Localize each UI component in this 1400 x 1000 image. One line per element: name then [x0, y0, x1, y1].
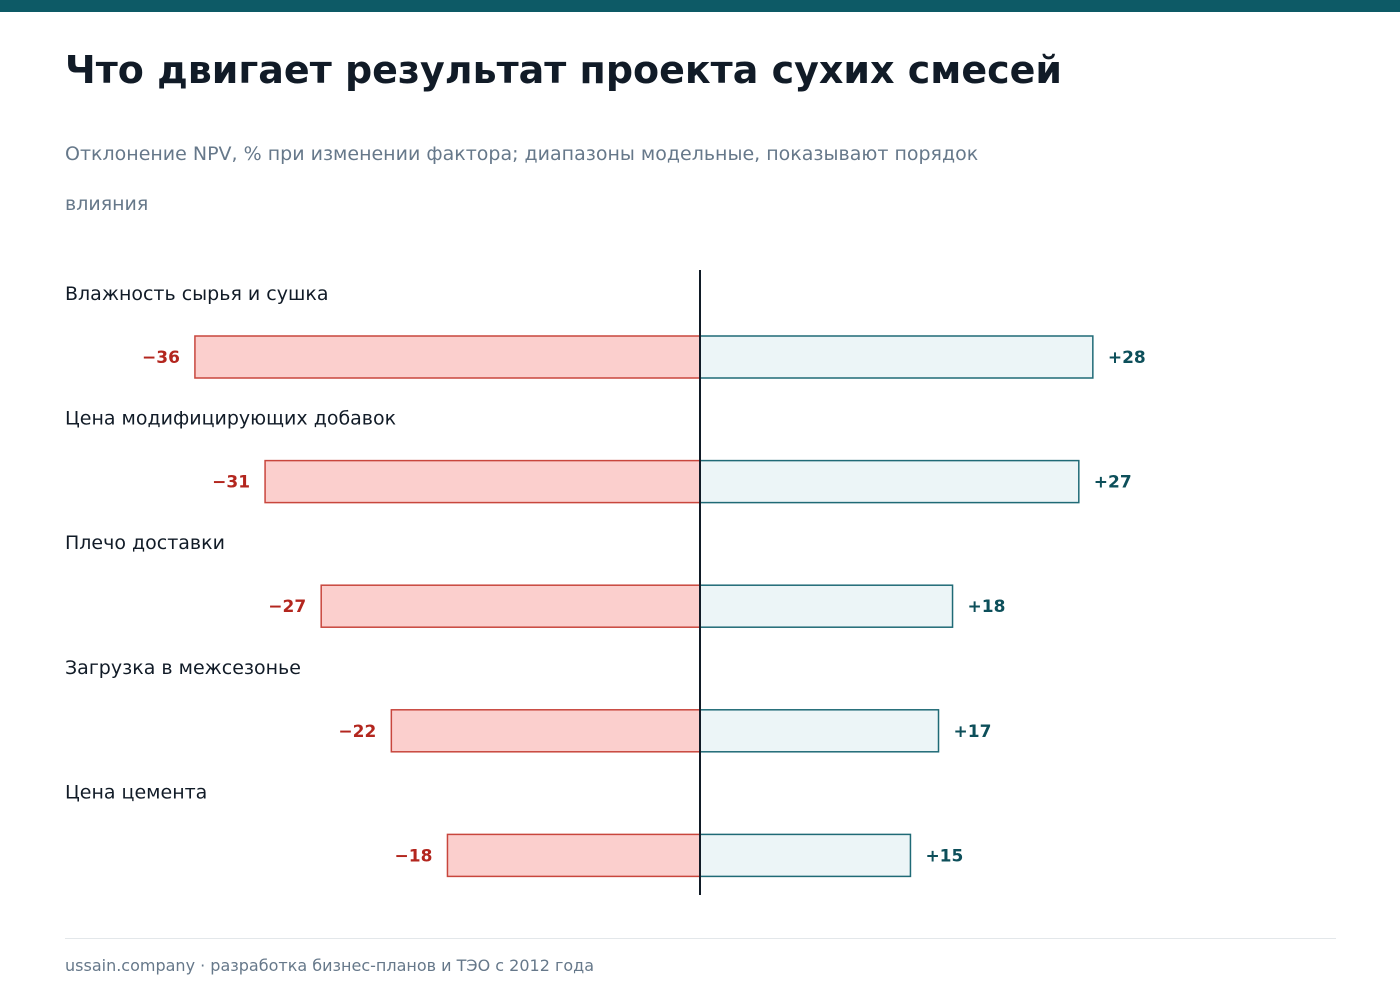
downside-value-label: −27	[268, 597, 306, 617]
upside-bar	[699, 833, 912, 878]
downside-bar	[320, 584, 701, 628]
footer-text: ussain.company · разработка бизнес-плано…	[65, 956, 595, 975]
upside-bar	[699, 709, 940, 753]
footer-divider	[65, 938, 1336, 939]
category-label: Плечо доставки	[65, 532, 225, 554]
upside-value-label: +28	[1108, 348, 1146, 368]
downside-value-label: −18	[395, 846, 433, 866]
downside-bar	[264, 459, 701, 504]
category-label: Влажность сырья и сушка	[65, 283, 329, 305]
upside-value-label: +27	[1094, 473, 1132, 493]
category-label: Цена модифицирующих добавок	[65, 408, 396, 430]
downside-value-label: −36	[142, 348, 180, 368]
top-accent-bar	[0, 0, 1400, 12]
upside-bar	[699, 335, 1094, 379]
upside-bar	[699, 459, 1080, 504]
upside-value-label: +15	[925, 846, 963, 866]
upside-value-label: +17	[954, 722, 992, 742]
downside-value-label: −31	[212, 473, 250, 493]
page-subtitle: Отклонение NPV, % при изменении фактора;…	[65, 143, 979, 215]
tornado-chart: Влажность сырья и сушка −36 +28 Цена модифи…	[65, 270, 1146, 895]
downside-bar	[446, 833, 701, 878]
upside-bar	[699, 584, 954, 628]
downside-value-label: −22	[338, 722, 376, 742]
upside-value-label: +18	[968, 597, 1006, 617]
category-label: Цена цемента	[65, 781, 207, 803]
page-title: Что двигает результат проекта сухих смес…	[65, 48, 1063, 92]
downside-bar	[194, 335, 701, 379]
downside-bar	[390, 709, 701, 753]
category-label: Загрузка в межсезонье	[65, 657, 301, 679]
